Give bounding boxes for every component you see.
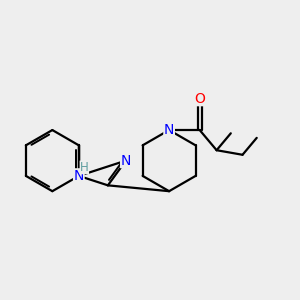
Text: O: O — [194, 92, 205, 106]
Text: N: N — [164, 123, 174, 137]
Text: N: N — [74, 169, 84, 183]
Text: H: H — [80, 161, 89, 174]
Text: N: N — [121, 154, 131, 168]
